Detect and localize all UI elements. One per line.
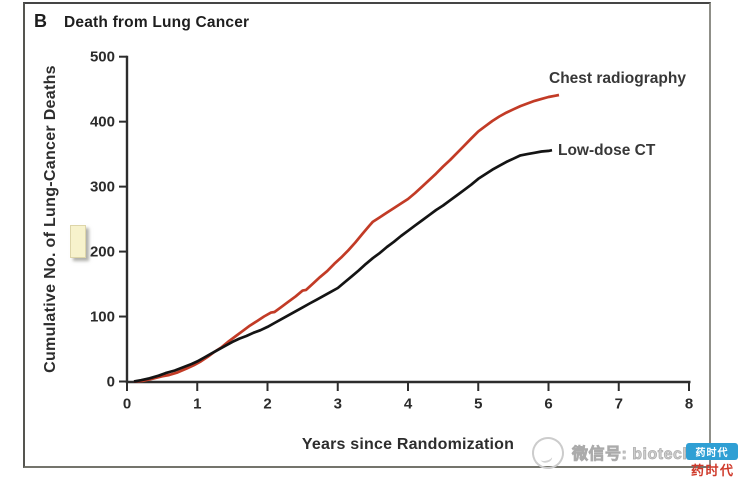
y-tick-label: 500: [90, 49, 115, 66]
y-tick-label: 400: [90, 114, 115, 131]
y-tick-label: 100: [90, 309, 115, 326]
x-axis-label: Years since Randomization: [301, 436, 515, 453]
watermark: 微信号: biotech 药时代 药时代: [528, 433, 742, 480]
series-label-chest-radiography: Chest radiography: [549, 70, 686, 87]
panel-title: B Death from Lung Cancer: [34, 11, 249, 32]
panel-title-text: Death from Lung Cancer: [64, 14, 250, 31]
curve-low-dose-ct: [133, 148, 553, 383]
sticky-note-artifact: [70, 225, 86, 258]
x-tick-label: 3: [334, 396, 342, 413]
x-tick-label: 6: [544, 396, 552, 413]
watermark-badge: 药时代: [686, 443, 738, 460]
x-tick-label: 7: [615, 396, 623, 413]
y-axis-label: Cumulative No. of Lung-Cancer Deaths: [42, 65, 59, 373]
x-tick-label: 4: [404, 396, 413, 413]
x-tick-label: 1: [193, 396, 201, 413]
panel-letter: B: [34, 11, 47, 31]
y-tick-label: 0: [107, 374, 115, 391]
y-tick-label: 200: [90, 244, 115, 261]
y-tick-label: 300: [90, 179, 115, 196]
figure-border: [23, 2, 711, 468]
x-tick-label: 5: [474, 396, 482, 413]
series-label-low-dose-ct: Low-dose CT: [558, 142, 656, 159]
x-tick-label: 0: [123, 396, 131, 413]
curve-chest-radiography: [133, 93, 560, 383]
x-tick-label: 8: [685, 396, 693, 413]
watermark-logo-icon: [528, 433, 568, 473]
watermark-brand-text: 药时代: [691, 463, 735, 478]
x-tick-label: 2: [263, 396, 271, 413]
watermark-wechat-text: 微信号: biotech: [572, 446, 693, 464]
